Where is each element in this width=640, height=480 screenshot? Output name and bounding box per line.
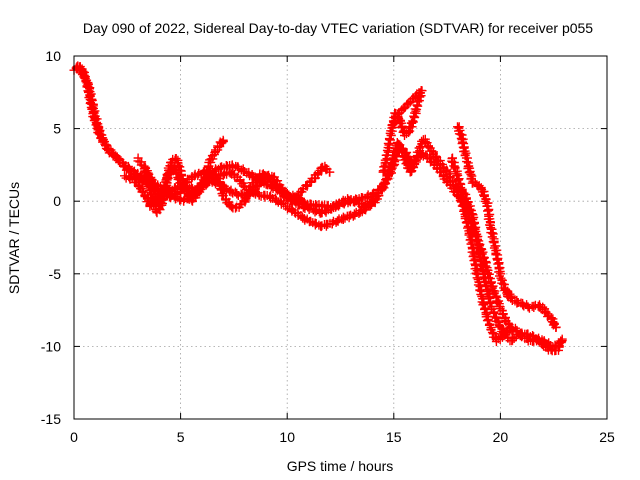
y-tick-label: 5	[53, 121, 61, 137]
axis-ticks	[73, 55, 608, 420]
x-tick-label: 10	[279, 429, 295, 445]
series-track-8	[447, 153, 516, 332]
x-tick-label: 20	[493, 429, 509, 445]
y-axis-label: SDTVAR / TECUs	[6, 182, 22, 294]
series-track-7	[453, 122, 514, 302]
y-tick-label: -10	[41, 338, 61, 354]
y-tick-labels: -15 -10 -5 0 5 10	[41, 48, 61, 427]
series-track-6	[378, 86, 427, 177]
series-track-9	[503, 286, 561, 332]
x-tick-label: 15	[386, 429, 402, 445]
x-tick-label: 25	[599, 429, 615, 445]
series-track-5	[120, 167, 384, 218]
data-points	[69, 61, 567, 356]
x-tick-label: 5	[177, 429, 185, 445]
x-axis-label: GPS time / hours	[287, 458, 394, 474]
y-tick-label: 10	[45, 48, 61, 64]
chart-title: Day 090 of 2022, Sidereal Day-to-day VTE…	[83, 20, 593, 36]
grid-lines	[74, 56, 607, 419]
y-tick-label: -15	[41, 411, 61, 427]
y-tick-label: -5	[49, 266, 62, 282]
plot-frame	[73, 55, 608, 420]
x-tick-labels: 0 5 10 15 20 25	[70, 429, 615, 445]
y-tick-label: 0	[53, 193, 61, 209]
x-tick-label: 0	[70, 429, 78, 445]
